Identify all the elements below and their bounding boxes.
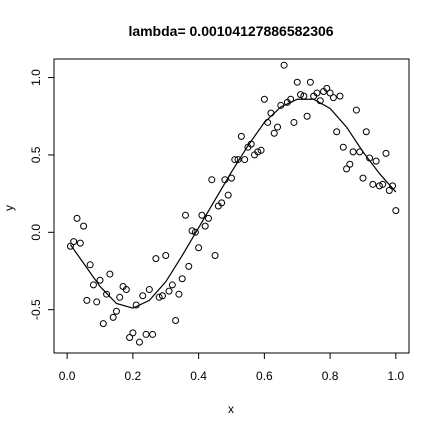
data-point: [84, 297, 90, 303]
data-point: [136, 339, 142, 345]
y-tick-label: 1.0: [29, 69, 43, 86]
fitted-curve: [70, 99, 395, 308]
x-axis: 0.0 0.2 0.4 0.6 0.8 1.0: [59, 353, 405, 383]
plot-frame: [54, 59, 409, 353]
data-point: [166, 288, 172, 294]
x-tick-label: 0.0: [59, 369, 76, 383]
x-tick-label: 0.6: [256, 369, 273, 383]
data-point: [265, 119, 271, 125]
data-point: [113, 308, 119, 314]
x-tick-label: 0.8: [322, 369, 339, 383]
y-tick-label: 0.5: [29, 146, 43, 163]
data-point: [202, 223, 208, 229]
data-point: [383, 150, 389, 156]
data-point: [173, 318, 179, 324]
data-point: [150, 331, 156, 337]
data-point: [373, 158, 379, 164]
data-point: [77, 240, 83, 246]
data-point: [350, 149, 356, 155]
data-point: [304, 113, 310, 119]
data-point: [97, 277, 103, 283]
data-point: [130, 330, 136, 336]
x-tick-label: 1.0: [388, 369, 405, 383]
data-point: [205, 215, 211, 221]
data-point: [363, 129, 369, 135]
data-point: [330, 95, 336, 101]
data-point: [209, 177, 215, 183]
data-point: [307, 79, 313, 85]
y-axis-label: y: [2, 205, 16, 211]
y-axis: -0.5 0.0 0.5 1.0: [29, 69, 54, 320]
data-point: [94, 299, 100, 305]
data-point: [100, 321, 106, 327]
data-point: [81, 223, 87, 229]
data-point: [334, 129, 340, 135]
data-point: [271, 130, 277, 136]
chart-title: lambda= 0.00104127886582306: [128, 23, 333, 39]
x-axis-label: x: [228, 402, 234, 416]
data-point: [393, 208, 399, 214]
data-point: [261, 96, 267, 102]
data-point: [186, 263, 192, 269]
data-point: [110, 314, 116, 320]
data-point: [353, 107, 359, 113]
data-point: [71, 239, 77, 245]
x-tick-label: 0.4: [190, 369, 207, 383]
data-points: [67, 62, 398, 345]
data-point: [294, 79, 300, 85]
data-point: [140, 293, 146, 299]
data-point: [370, 181, 376, 187]
x-tick-label: 0.2: [125, 369, 142, 383]
y-tick-label: 0.0: [29, 224, 43, 241]
data-point: [87, 262, 93, 268]
data-point: [291, 119, 297, 125]
data-point: [117, 294, 123, 300]
data-point: [153, 256, 159, 262]
data-point: [163, 253, 169, 259]
data-point: [275, 124, 281, 130]
data-point: [281, 62, 287, 68]
data-point: [360, 175, 366, 181]
data-point: [196, 245, 202, 251]
data-point: [143, 331, 149, 337]
data-point: [242, 157, 248, 163]
data-point: [107, 271, 113, 277]
data-point: [347, 161, 353, 167]
data-point: [182, 212, 188, 218]
data-point: [268, 110, 274, 116]
data-point: [337, 93, 343, 99]
smoothing-spline: [70, 99, 395, 308]
data-point: [74, 215, 80, 221]
data-point: [340, 144, 346, 150]
data-point: [176, 291, 182, 297]
data-point: [225, 192, 231, 198]
data-point: [90, 282, 96, 288]
data-point: [238, 133, 244, 139]
data-point: [212, 253, 218, 259]
data-point: [146, 287, 152, 293]
data-point: [169, 282, 175, 288]
y-tick-label: -0.5: [29, 299, 43, 320]
data-point: [179, 276, 185, 282]
